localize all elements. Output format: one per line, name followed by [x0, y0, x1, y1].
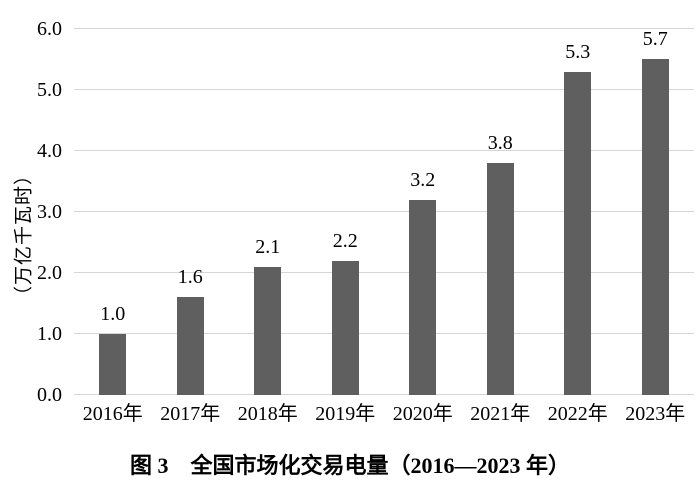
y-tick-label: 1.0 — [37, 323, 62, 345]
bar-value-label: 2.2 — [332, 230, 358, 252]
y-tick-label: 5.0 — [37, 79, 62, 101]
bar — [331, 261, 359, 395]
bar-slot: 1.6 — [152, 29, 230, 395]
bar-value-label: 1.0 — [100, 303, 126, 325]
gridline — [74, 394, 694, 395]
y-tick-label: 6.0 — [37, 18, 62, 40]
gridline — [74, 28, 694, 29]
y-tick-label: 0.0 — [37, 384, 62, 406]
bar-slot: 1.0 — [74, 29, 152, 395]
plot-area: 1.0 1.6 2.1 2.2 3.2 3.8 5.3 5.7 — [74, 28, 694, 395]
gridline — [74, 272, 694, 273]
bar-slot: 3.8 — [462, 29, 540, 395]
bar — [99, 334, 127, 395]
bar-value-label: 5.7 — [642, 28, 668, 50]
bar-value-label: 5.3 — [565, 41, 591, 63]
x-tick-label: 2019年 — [315, 403, 376, 425]
bar-value-label: 2.1 — [255, 236, 281, 258]
x-tick-label: 2023年 — [625, 403, 686, 425]
bar-value-label: 3.8 — [487, 132, 513, 154]
bar-slot: 2.1 — [229, 29, 307, 395]
x-tick-label: 2020年 — [392, 403, 453, 425]
bar-slot: 2.2 — [307, 29, 385, 395]
bars-layer: 1.0 1.6 2.1 2.2 3.2 3.8 5.3 5.7 — [74, 29, 694, 395]
x-axis-labels: 2016年 2017年 2018年 2019年 2020年 2021年 2022年 2023年 — [74, 401, 694, 427]
bar-value-label: 1.6 — [177, 266, 203, 288]
bar — [564, 72, 592, 395]
x-tick-label: 2017年 — [160, 403, 221, 425]
bar — [254, 267, 282, 395]
x-tick-label: 2016年 — [82, 403, 143, 425]
x-tick-label: 2018年 — [237, 403, 298, 425]
bar-value-label: 3.2 — [410, 169, 436, 191]
y-tick-label: 3.0 — [37, 201, 62, 223]
gridline — [74, 333, 694, 334]
bar — [486, 163, 514, 395]
y-tick-label: 4.0 — [37, 140, 62, 162]
gridline — [74, 150, 694, 151]
gridline — [74, 89, 694, 90]
bar — [409, 200, 437, 395]
bar — [641, 59, 669, 395]
x-tick-label: 2022年 — [547, 403, 608, 425]
chart-caption: 图 3 全国市场化交易电量（2016—2023 年） — [129, 453, 570, 478]
x-tick-label: 2021年 — [470, 403, 531, 425]
gridline — [74, 211, 694, 212]
bar-slot: 5.3 — [539, 29, 617, 395]
y-tick-label: 2.0 — [37, 262, 62, 284]
bar — [176, 297, 204, 395]
bar-slot: 5.7 — [617, 29, 695, 395]
bar-slot: 3.2 — [384, 29, 462, 395]
